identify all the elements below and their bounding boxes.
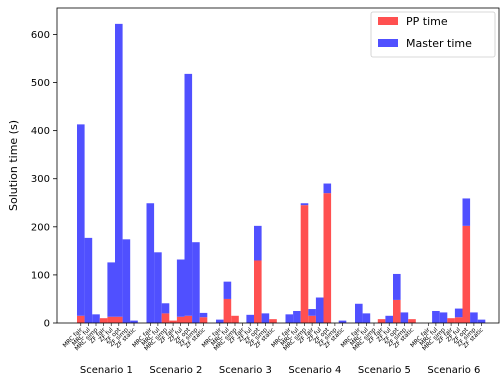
bar-master-time — [254, 225, 262, 261]
x-group-label: Scenario 1 — [80, 365, 133, 376]
bar-pp-time — [408, 319, 416, 323]
bar-master-time — [184, 73, 193, 316]
bar-master-time — [400, 312, 409, 323]
x-group-label: Scenario 2 — [149, 365, 202, 376]
bar-master-time — [176, 259, 185, 317]
bar-pp-time — [199, 317, 208, 323]
bar-master-time — [161, 303, 170, 314]
legend-label-master-time: Master time — [406, 37, 472, 50]
bar-master-time — [338, 320, 347, 323]
bar-master-time — [146, 203, 155, 323]
bar-master-time — [192, 242, 200, 323]
bar-pp-time — [254, 260, 262, 323]
bar-pp-time — [99, 318, 108, 323]
bar-master-time — [470, 312, 478, 323]
bar-master-time — [246, 314, 254, 323]
bar-master-time — [199, 312, 208, 318]
bar-pp-time — [107, 316, 115, 323]
y-tick-label: 300 — [31, 174, 50, 185]
y-tick-label: 500 — [31, 78, 50, 89]
bar-master-time — [432, 310, 440, 323]
bar-pp-time — [393, 299, 401, 323]
plot-frame — [56, 7, 500, 324]
bar-master-time — [308, 309, 316, 316]
x-group-label: Scenario 5 — [358, 365, 411, 376]
bar-master-time — [355, 303, 363, 323]
bar-master-time — [393, 273, 401, 300]
x-group-label: Scenario 6 — [427, 365, 480, 376]
bar-master-time — [115, 23, 123, 317]
bar-pp-time — [176, 316, 185, 323]
bar-master-time — [92, 314, 100, 323]
legend-swatch-pp-time — [378, 17, 398, 25]
bar-master-time — [223, 281, 232, 299]
bar-pp-time — [323, 193, 332, 323]
bar-master-time — [293, 310, 301, 323]
y-tick-label: 600 — [31, 30, 50, 41]
x-group-label: Scenario 4 — [288, 365, 341, 376]
y-tick-label: 400 — [31, 126, 50, 137]
y-axis: 0 100 200 300 400 500 600 — [31, 30, 57, 330]
bar-master-time — [285, 314, 294, 323]
bar-master-time — [216, 319, 224, 323]
bar-master-time — [261, 313, 270, 323]
bar-master-time — [362, 313, 371, 323]
bar-pp-time — [462, 225, 471, 323]
bar-master-time — [77, 124, 85, 316]
bar-pp-time — [308, 315, 316, 323]
legend: PP time Master time — [370, 11, 496, 58]
bar-master-time — [439, 312, 448, 323]
y-tick-label: 100 — [31, 270, 50, 281]
bar-pp-time — [184, 315, 193, 323]
bar-pp-time — [77, 315, 85, 323]
bar-pp-time — [377, 319, 386, 323]
bar-master-time — [315, 297, 324, 323]
bar-master-time — [300, 203, 309, 206]
bar-master-time — [385, 315, 393, 323]
bar-pp-time — [454, 317, 463, 323]
bar-pp-time — [161, 313, 170, 323]
bar-pp-time — [115, 316, 123, 323]
x-group-label: Scenario 3 — [219, 365, 272, 376]
y-tick-label: 200 — [31, 222, 50, 233]
bar-pp-time — [447, 318, 455, 323]
bar-master-time — [323, 183, 332, 194]
bar-master-time — [154, 252, 162, 323]
bar-pp-time — [300, 205, 309, 323]
bars-layer — [77, 23, 486, 323]
bar-master-time — [477, 319, 486, 323]
bar-pp-time — [269, 319, 277, 323]
bar-pp-time — [223, 298, 232, 323]
y-axis-title: Solution time (s) — [7, 120, 20, 211]
bar-pp-time — [169, 320, 177, 323]
bar-master-time — [107, 262, 115, 317]
legend-label-pp-time: PP time — [406, 15, 448, 28]
y-tick-label: 0 — [44, 319, 50, 330]
bar-pp-time — [231, 315, 239, 323]
bar-master-time — [454, 308, 463, 318]
bar-master-time — [122, 239, 131, 323]
bar-master-time — [84, 237, 93, 323]
bar-master-time — [462, 198, 471, 226]
bar-master-time — [130, 320, 138, 323]
legend-swatch-master-time — [378, 39, 398, 47]
